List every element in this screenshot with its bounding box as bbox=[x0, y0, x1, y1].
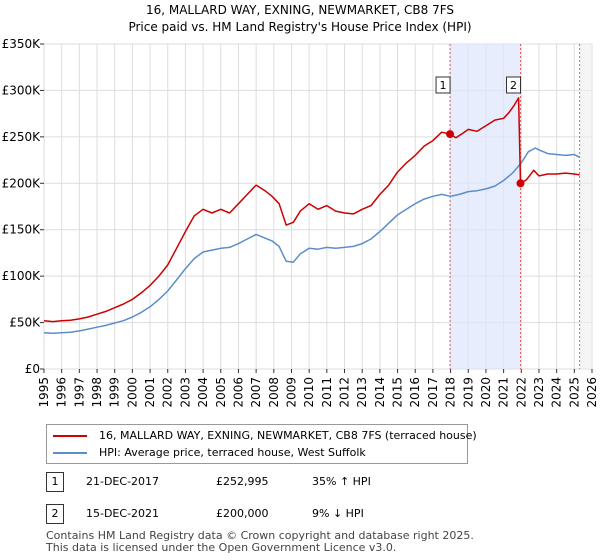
x-tick-label: 2014 bbox=[373, 377, 387, 408]
y-tick-label: £250K bbox=[2, 130, 42, 144]
x-tick-label: 2025 bbox=[567, 377, 581, 408]
x-tick-label: 1995 bbox=[37, 377, 51, 408]
chart-title-line2: Price paid vs. HM Land Registry's House … bbox=[128, 20, 471, 34]
transaction-label-box bbox=[505, 76, 521, 94]
x-tick-label: 2010 bbox=[302, 377, 316, 408]
transaction-label: 2 bbox=[510, 79, 517, 92]
x-tick-label: 2006 bbox=[231, 377, 245, 408]
forecast-band bbox=[579, 44, 592, 369]
footer-licence: This data is licensed under the Open Gov… bbox=[46, 541, 397, 554]
series-group bbox=[43, 97, 580, 335]
transaction-label: 1 bbox=[440, 79, 447, 92]
y-tick-label: £200K bbox=[2, 176, 42, 190]
y-tick-label: £300K bbox=[2, 83, 42, 97]
x-tick-label: 1996 bbox=[55, 377, 69, 408]
footer: Contains HM Land Registry data © Crown c… bbox=[46, 530, 474, 554]
x-tick-label: 2011 bbox=[320, 377, 334, 408]
x-tick-label: 2015 bbox=[391, 377, 405, 408]
x-tick-label: 2024 bbox=[550, 377, 564, 408]
transaction-date: 21-DEC-2017 bbox=[86, 475, 160, 488]
x-tick-label: 2026 bbox=[585, 377, 599, 408]
x-tick-label: 2023 bbox=[532, 377, 546, 408]
y-tick-label: £350K bbox=[2, 37, 42, 51]
legend: 16, MALLARD WAY, EXNING, NEWMARKET, CB8 … bbox=[46, 424, 477, 464]
x-tick-label: 2012 bbox=[338, 377, 352, 408]
x-tick-label: 2018 bbox=[444, 377, 458, 408]
purchase-period-band bbox=[450, 44, 521, 369]
x-tick-label: 2021 bbox=[497, 377, 511, 408]
chart-title-line1: 16, MALLARD WAY, EXNING, NEWMARKET, CB8 … bbox=[146, 3, 454, 17]
x-axis: 1995 1996 1997 1998 1999 2000 2001 2002 2003 2004… bbox=[37, 369, 599, 408]
x-tick-label: 1997 bbox=[72, 377, 86, 408]
property-price-line bbox=[43, 97, 580, 323]
x-tick-label: 1998 bbox=[90, 377, 104, 408]
x-tick-label: 2005 bbox=[214, 377, 228, 408]
x-tick-label: 2016 bbox=[408, 377, 422, 408]
hpi-line bbox=[43, 147, 580, 335]
transaction-date: 15-DEC-2021 bbox=[86, 507, 160, 520]
y-tick-label: £150K bbox=[2, 223, 42, 237]
x-tick-label: 2007 bbox=[249, 377, 263, 408]
transaction-hpi-diff: 9% ↓ HPI bbox=[312, 507, 364, 520]
transaction-marker-label: 1 bbox=[46, 472, 64, 492]
price-chart: 16, MALLARD WAY, EXNING, NEWMARKET, CB8 … bbox=[2, 3, 599, 408]
transaction-hpi-diff: 35% ↑ HPI bbox=[312, 475, 371, 488]
x-tick-label: 2013 bbox=[355, 377, 369, 408]
legend-label-hpi: HPI: Average price, terraced house, West… bbox=[99, 446, 366, 459]
x-tick-label: 2001 bbox=[143, 377, 157, 408]
highlight-band bbox=[449, 44, 592, 369]
x-tick-label: 2008 bbox=[267, 377, 281, 408]
legend-swatch-hpi bbox=[53, 452, 87, 454]
transaction-point bbox=[446, 130, 455, 139]
x-tick-label: 1999 bbox=[108, 377, 122, 408]
x-tick-label: 2003 bbox=[178, 377, 192, 408]
y-axis: £0 £50K £100K £150K £200K £250K £300K £350K bbox=[2, 37, 44, 376]
transaction-label-box bbox=[435, 76, 451, 94]
legend-swatch-property bbox=[53, 435, 87, 437]
transaction-price: £200,000 bbox=[216, 507, 269, 520]
footer-copyright: Contains HM Land Registry data © Crown c… bbox=[46, 529, 474, 542]
y-tick-label: £0 bbox=[25, 362, 40, 376]
x-tick-label: 2022 bbox=[514, 377, 528, 408]
x-tick-label: 2020 bbox=[479, 377, 493, 408]
legend-label-property: 16, MALLARD WAY, EXNING, NEWMARKET, CB8 … bbox=[99, 429, 477, 442]
y-tick-label: £100K bbox=[2, 269, 42, 283]
transaction-price: £252,995 bbox=[216, 475, 269, 488]
transaction-marker-label: 2 bbox=[46, 504, 64, 524]
x-tick-label: 2009 bbox=[284, 377, 298, 408]
x-tick-label: 2019 bbox=[461, 377, 475, 408]
y-tick-label: £50K bbox=[9, 316, 41, 330]
x-tick-label: 2002 bbox=[161, 377, 175, 408]
transaction-point bbox=[516, 179, 525, 188]
x-tick-label: 2000 bbox=[125, 377, 139, 408]
x-tick-label: 2017 bbox=[426, 377, 440, 408]
x-tick-label: 2004 bbox=[196, 377, 210, 408]
